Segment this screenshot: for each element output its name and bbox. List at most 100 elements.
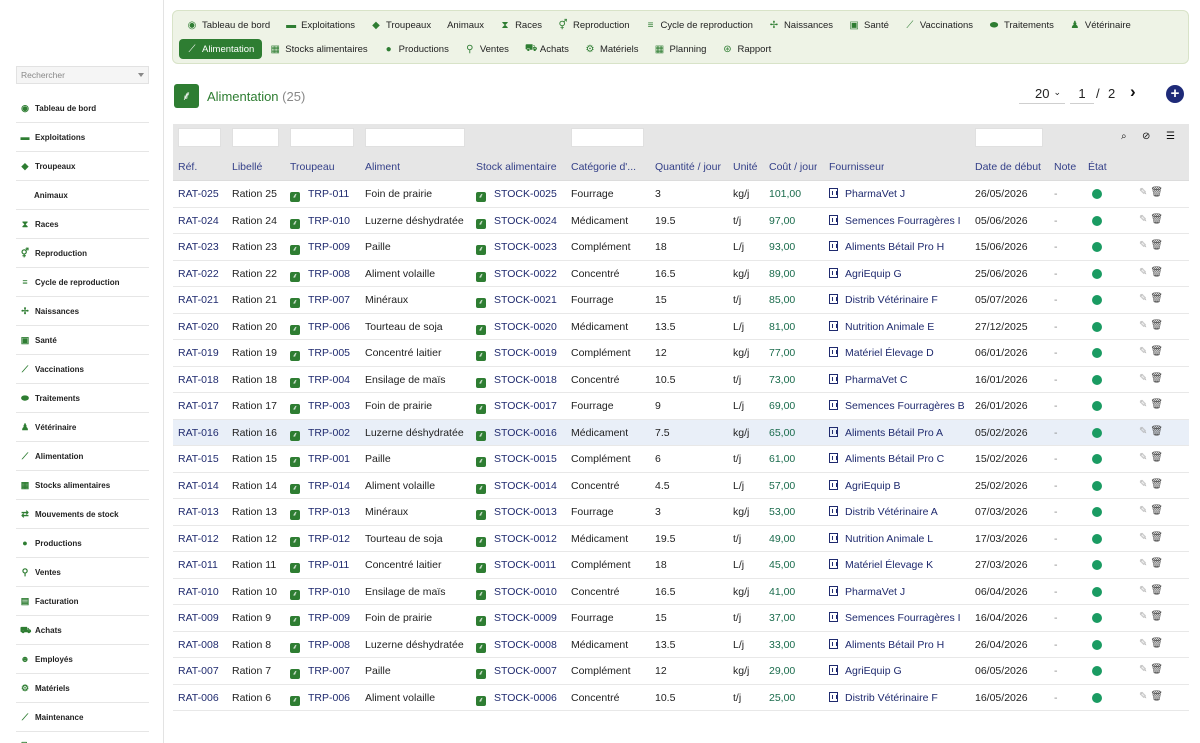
- clear-filter-icon[interactable]: ⊘: [1142, 131, 1151, 142]
- row-fournisseur[interactable]: AgriEquip G: [829, 267, 902, 280]
- row-troupeau[interactable]: ⸙ TRP-003: [290, 400, 350, 414]
- nav-item-naissances[interactable]: ✢ Naissances: [761, 15, 841, 35]
- row-fournisseur[interactable]: AgriEquip G: [829, 665, 902, 677]
- row-fournisseur[interactable]: Distrib Vétérinaire F: [829, 691, 938, 704]
- delete-icon[interactable]: 🗑: [1150, 319, 1164, 331]
- delete-icon[interactable]: 🗑: [1150, 346, 1164, 357]
- column-header[interactable]: Troupeau: [290, 161, 335, 173]
- row-fournisseur[interactable]: Aliments Bétail Pro H: [829, 638, 944, 651]
- row-ref[interactable]: RAT-022: [178, 268, 219, 280]
- table-row[interactable]: RAT-015 Ration 15 ⸙ TRP-001 Paille ⸙ STOCK-001…: [173, 446, 1189, 473]
- edit-icon[interactable]: ✎: [1139, 637, 1148, 649]
- column-header[interactable]: Date de début: [975, 161, 1041, 173]
- sidebar-item-sant-[interactable]: ▣ Santé: [16, 326, 149, 355]
- row-stock[interactable]: ⸙ STOCK-0021: [476, 294, 557, 308]
- nav-item-alimentation[interactable]: ⟋ Alimentation: [179, 39, 263, 59]
- filter-troupeau-input[interactable]: [290, 128, 354, 147]
- row-fournisseur[interactable]: Aliments Bétail Pro C: [829, 453, 944, 465]
- row-stock[interactable]: ⸙ STOCK-0009: [476, 612, 557, 626]
- row-ref[interactable]: RAT-019: [178, 347, 219, 359]
- row-ref[interactable]: RAT-015: [178, 453, 219, 465]
- row-ref[interactable]: RAT-007: [178, 665, 219, 677]
- delete-icon[interactable]: 🗑: [1150, 637, 1164, 649]
- filter-categorie-input[interactable]: [571, 128, 644, 147]
- table-row[interactable]: RAT-021 Ration 21 ⸙ TRP-007 Minéraux ⸙ STOCK-0…: [173, 287, 1189, 314]
- filter-aliment-input[interactable]: [365, 128, 465, 147]
- row-fournisseur[interactable]: PharmaVet J: [829, 188, 905, 200]
- column-header[interactable]: Libellé: [232, 161, 263, 173]
- row-ref[interactable]: RAT-018: [178, 374, 219, 386]
- row-troupeau[interactable]: ⸙ TRP-012: [290, 533, 350, 547]
- row-troupeau[interactable]: ⸙ TRP-005: [290, 347, 350, 361]
- sidebar-item-facturation[interactable]: ▤ Facturation: [16, 587, 149, 616]
- row-troupeau[interactable]: ⸙ TRP-007: [290, 665, 350, 679]
- row-ref[interactable]: RAT-013: [178, 506, 219, 518]
- row-ref[interactable]: RAT-021: [178, 294, 219, 306]
- column-header[interactable]: Coût / jour: [769, 161, 818, 173]
- row-troupeau[interactable]: ⸙ TRP-002: [290, 427, 350, 441]
- column-header[interactable]: Réf.: [178, 161, 198, 173]
- row-troupeau[interactable]: ⸙ TRP-014: [290, 480, 350, 494]
- add-button[interactable]: +: [1166, 85, 1184, 103]
- sidebar-item-tableau-de-bord[interactable]: ◉ Tableau de bord: [16, 94, 149, 123]
- edit-icon[interactable]: ✎: [1139, 505, 1148, 516]
- edit-icon[interactable]: ✎: [1139, 372, 1148, 384]
- row-fournisseur[interactable]: AgriEquip B: [829, 479, 900, 492]
- row-stock[interactable]: ⸙ STOCK-0014: [476, 480, 557, 494]
- table-row[interactable]: RAT-008 Ration 8 ⸙ TRP-008 Luzerne déshydrat…: [173, 632, 1189, 658]
- table-row[interactable]: RAT-023 Ration 23 ⸙ TRP-009 Paille ⸙ STOCK-002…: [173, 234, 1189, 261]
- edit-icon[interactable]: ✎: [1139, 531, 1148, 543]
- edit-icon[interactable]: ✎: [1139, 584, 1148, 596]
- next-page-icon[interactable]: ›: [1130, 82, 1136, 101]
- delete-icon[interactable]: 🗑: [1150, 452, 1164, 463]
- row-ref[interactable]: RAT-012: [178, 533, 219, 545]
- edit-icon[interactable]: ✎: [1139, 558, 1148, 569]
- row-stock[interactable]: ⸙ STOCK-0024: [476, 215, 557, 229]
- row-ref[interactable]: RAT-006: [178, 692, 219, 704]
- table-row[interactable]: RAT-016 Ration 16 ⸙ TRP-002 Luzerne déshydra…: [173, 419, 1189, 446]
- delete-icon[interactable]: 🗑: [1150, 611, 1164, 622]
- row-ref[interactable]: RAT-010: [178, 586, 219, 598]
- row-fournisseur[interactable]: Aliments Bétail Pro H: [829, 241, 944, 253]
- nav-item-mat-riels[interactable]: ⚙ Matériels: [577, 39, 647, 59]
- sidebar-item-mouvements-de-stock[interactable]: ⇄ Mouvements de stock: [16, 500, 149, 529]
- delete-icon[interactable]: 🗑: [1150, 266, 1164, 278]
- table-row[interactable]: RAT-011 Ration 11 ⸙ TRP-011 Concentré laitie…: [173, 552, 1189, 579]
- table-row[interactable]: RAT-013 Ration 13 ⸙ TRP-013 Minéraux ⸙ STOCK-0…: [173, 499, 1189, 526]
- sidebar-item-animaux[interactable]: Animaux: [16, 181, 149, 210]
- row-stock[interactable]: ⸙ STOCK-0007: [476, 665, 557, 679]
- delete-icon[interactable]: 🗑: [1150, 664, 1164, 675]
- delete-icon[interactable]: 🗑: [1150, 690, 1164, 702]
- edit-icon[interactable]: ✎: [1139, 690, 1148, 702]
- row-fournisseur[interactable]: Distrib Vétérinaire F: [829, 294, 938, 306]
- edit-icon[interactable]: ✎: [1139, 266, 1148, 278]
- sidebar-item-traitements[interactable]: ⬬ Traitements: [16, 384, 149, 413]
- row-troupeau[interactable]: ⸙ TRP-011: [290, 559, 349, 573]
- row-fournisseur[interactable]: Aliments Bétail Pro A: [829, 426, 943, 439]
- nav-item-troupeaux[interactable]: ◆ Troupeaux: [363, 15, 439, 35]
- sidebar-item-employ-s[interactable]: ☻ Employés: [16, 645, 149, 674]
- row-stock[interactable]: ⸙ STOCK-0017: [476, 400, 557, 414]
- nav-item-achats[interactable]: ⛟ Achats: [517, 39, 577, 59]
- column-header[interactable]: Catégorie d'...: [571, 161, 637, 173]
- row-stock[interactable]: ⸙ STOCK-0018: [476, 374, 557, 388]
- row-stock[interactable]: ⸙ STOCK-0006: [476, 692, 557, 706]
- row-ref[interactable]: RAT-016: [178, 427, 219, 439]
- delete-icon[interactable]: 🗑: [1150, 558, 1164, 569]
- row-stock[interactable]: ⸙ STOCK-0023: [476, 241, 557, 255]
- column-header[interactable]: Aliment: [365, 161, 401, 173]
- row-fournisseur[interactable]: Nutrition Animale E: [829, 320, 934, 333]
- row-troupeau[interactable]: ⸙ TRP-006: [290, 321, 350, 335]
- row-troupeau[interactable]: ⸙ TRP-001: [290, 453, 350, 467]
- row-troupeau[interactable]: ⸙ TRP-010: [290, 586, 350, 600]
- column-header[interactable]: Unité: [733, 161, 758, 173]
- table-row[interactable]: RAT-012 Ration 12 ⸙ TRP-012 Tourteau de soja…: [173, 526, 1189, 552]
- table-row[interactable]: RAT-019 Ration 19 ⸙ TRP-005 Concentré laitie…: [173, 340, 1189, 367]
- nav-item-cycle-de-reproduction[interactable]: ≡ Cycle de reproduction: [638, 15, 761, 35]
- edit-icon[interactable]: ✎: [1139, 293, 1148, 304]
- search-icon[interactable]: ⌕: [1121, 131, 1127, 142]
- row-ref[interactable]: RAT-025: [178, 188, 219, 200]
- row-troupeau[interactable]: ⸙ TRP-010: [290, 215, 350, 229]
- nav-item-ventes[interactable]: ⚲ Ventes: [457, 39, 517, 59]
- row-troupeau[interactable]: ⸙ TRP-011: [290, 188, 349, 202]
